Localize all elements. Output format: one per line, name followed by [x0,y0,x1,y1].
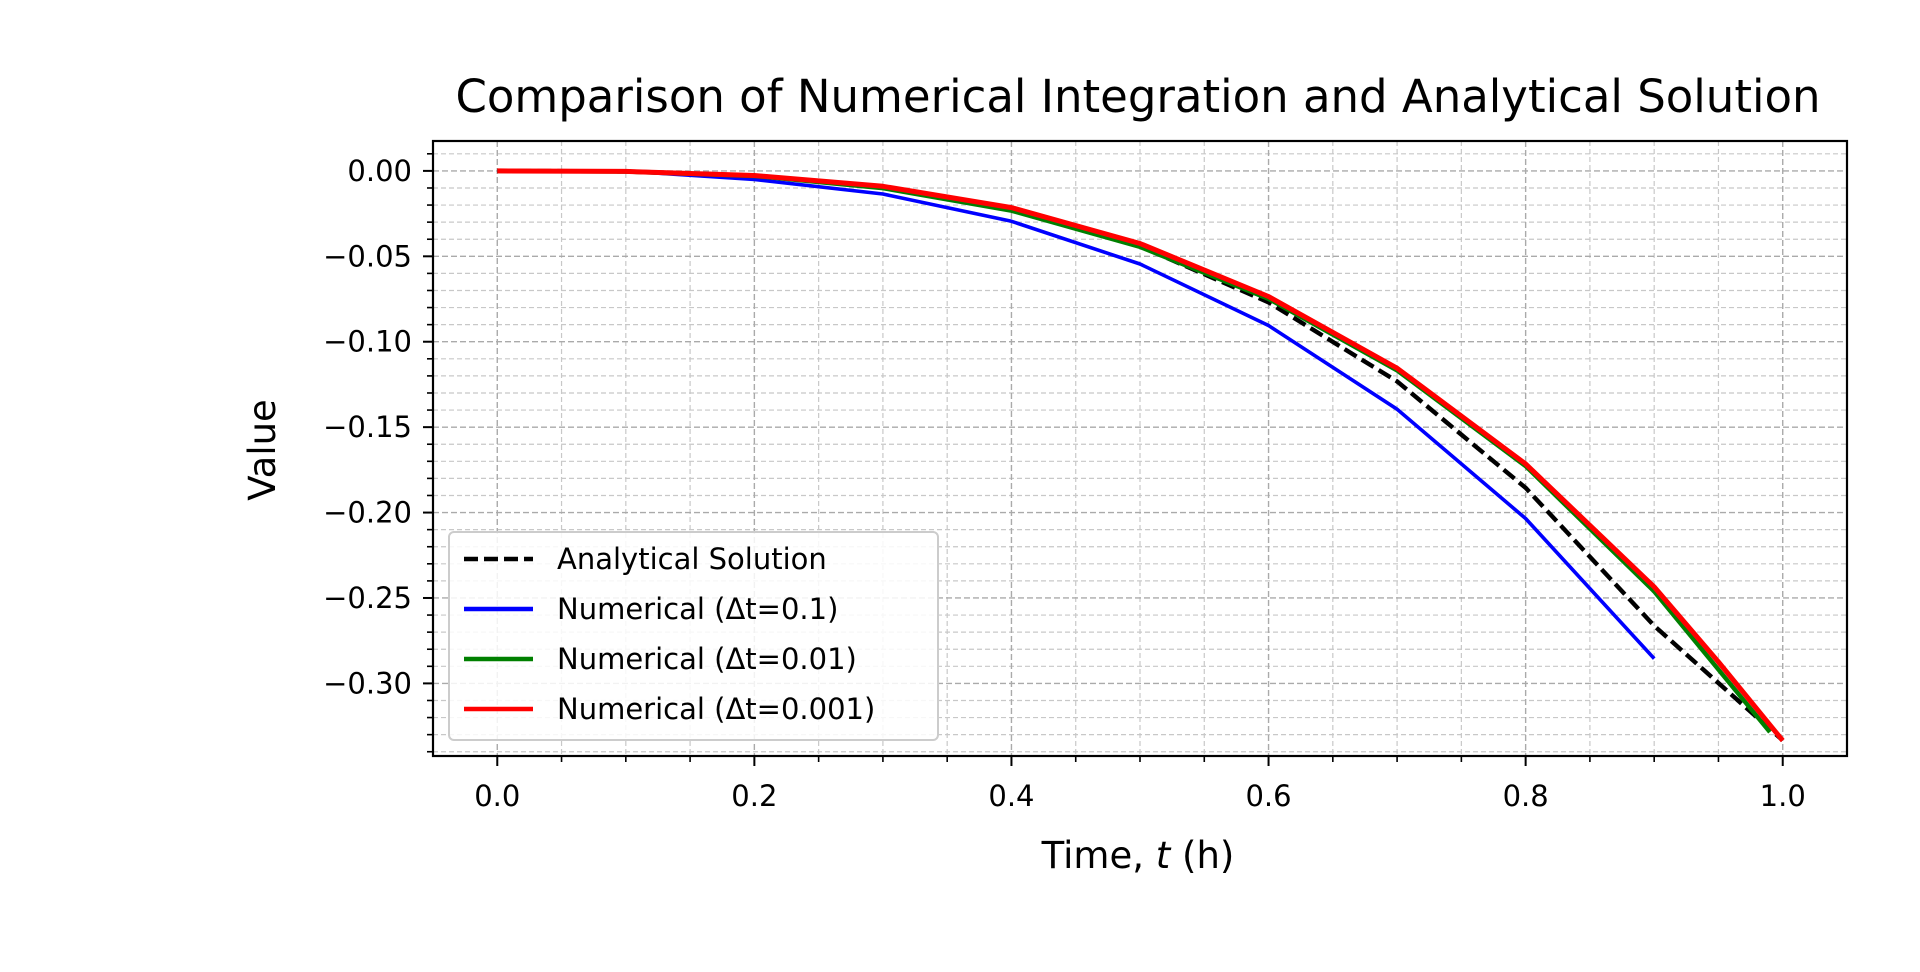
series-line-4 [497,168,1785,743]
legend: Analytical Solution Numerical (Δt=0.1) Num… [448,531,939,741]
y-tick-label: −0.15 [323,410,412,444]
x-axis-label-suffix: (h) [1170,834,1234,877]
legend-box [448,531,939,741]
grid [433,141,1847,756]
x-axis-label: Time, t (h) [1041,834,1235,877]
x-axis-label-variable: t [1156,834,1172,877]
y-tick-label: 0.00 [347,154,412,188]
y-tick-label: −0.05 [323,239,412,273]
x-tick-label: 0.6 [1245,779,1291,813]
y-tick-label: −0.30 [323,666,412,700]
y-axis-label: Value [241,399,284,501]
axis-ticks: 0.0 0.2 0.4 0.6 0.8 1.0 0.00 −0.05 −0.10 −0.15 −0.… [323,153,1806,813]
x-tick-label: 0.2 [731,779,777,813]
x-tick-label: 0.4 [988,779,1034,813]
x-tick-label: 1.0 [1760,779,1806,813]
y-tick-label: −0.10 [323,325,412,359]
y-tick-label: −0.20 [323,496,412,530]
chart-title: Comparison of Numerical Integration and … [455,70,1820,123]
legend-label-2: Numerical (Δt=0.1) [557,592,838,626]
y-tick-label: −0.25 [323,581,412,615]
legend-label-3: Numerical (Δt=0.01) [557,642,857,676]
x-tick-label: 0.0 [474,779,520,813]
legend-label-1: Analytical Solution [557,542,827,576]
x-axis-label-prefix: Time, [1041,834,1156,877]
x-tick-label: 0.8 [1503,779,1549,813]
legend-label-4: Numerical (Δt=0.001) [557,692,875,726]
series-lines [497,168,1785,743]
